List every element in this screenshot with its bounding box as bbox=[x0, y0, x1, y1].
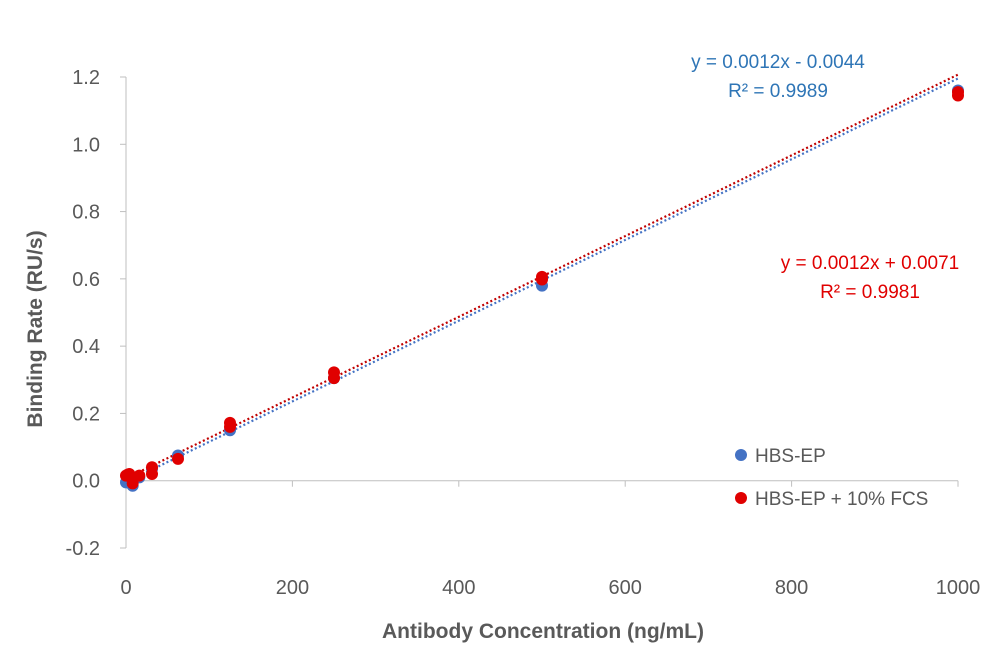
y-tick-label: 0.0 bbox=[72, 471, 100, 493]
data-point bbox=[133, 469, 146, 482]
r-squared-text: R² = 0.9989 bbox=[728, 81, 828, 102]
x-tick-label: 600 bbox=[609, 577, 642, 599]
data-point bbox=[224, 416, 236, 429]
legend: HBS-EP HBS-EP + 10% FCS bbox=[735, 446, 928, 510]
axes bbox=[120, 76, 959, 549]
legend-item-hbs-ep: HBS-EP bbox=[735, 446, 826, 467]
trendline-hbs-ep bbox=[125, 77, 959, 484]
legend-item-hbs-ep-fcs: HBS-EP + 10% FCS bbox=[735, 489, 928, 510]
y-tick-label: 1.0 bbox=[72, 134, 100, 156]
trendlines bbox=[125, 73, 959, 484]
series-hbs-ep-fcs bbox=[120, 86, 964, 490]
x-tick-label: 200 bbox=[276, 577, 309, 599]
legend-marker bbox=[735, 449, 747, 461]
y-tick-label: 0.4 bbox=[72, 336, 100, 358]
trendline-equation-hbs-ep: y = 0.0012x - 0.0044 R² = 0.9989 bbox=[691, 52, 865, 102]
legend-label: HBS-EP bbox=[755, 446, 826, 467]
y-axis-title: Binding Rate (RU/s) bbox=[24, 230, 47, 427]
data-point bbox=[146, 461, 158, 474]
trendline-hbs-ep-fcs bbox=[125, 73, 959, 480]
y-tick-label: 0.2 bbox=[72, 403, 100, 425]
x-tick-label: 400 bbox=[442, 577, 475, 599]
r-squared-text: R² = 0.9981 bbox=[820, 282, 920, 303]
x-tick-labels: 0 200 400 600 800 1000 bbox=[120, 577, 980, 599]
data-point bbox=[123, 467, 136, 480]
data-points bbox=[120, 84, 964, 492]
x-tick-label: 800 bbox=[775, 577, 808, 599]
legend-label: HBS-EP + 10% FCS bbox=[755, 489, 928, 510]
y-tick-label: 0.6 bbox=[72, 269, 100, 291]
data-point bbox=[328, 366, 340, 379]
x-tick-label: 1000 bbox=[936, 577, 981, 599]
equation-text: y = 0.0012x + 0.0071 bbox=[781, 253, 960, 274]
data-point bbox=[172, 452, 184, 465]
y-tick-labels: -0.2 0.0 0.2 0.4 0.6 0.8 1.0 1.2 bbox=[66, 67, 100, 560]
data-point bbox=[952, 86, 964, 99]
legend-marker bbox=[735, 492, 747, 504]
equation-text: y = 0.0012x - 0.0044 bbox=[691, 52, 865, 73]
x-axis-title: Antibody Concentration (ng/mL) bbox=[382, 620, 704, 643]
y-tick-label: 1.2 bbox=[72, 67, 100, 89]
x-tick-label: 0 bbox=[120, 577, 131, 599]
y-tick-label: -0.2 bbox=[66, 538, 100, 560]
trendline-equation-hbs-ep-fcs: y = 0.0012x + 0.0071 R² = 0.9981 bbox=[781, 253, 960, 303]
data-point bbox=[536, 270, 548, 283]
y-tick-label: 0.8 bbox=[72, 202, 100, 224]
